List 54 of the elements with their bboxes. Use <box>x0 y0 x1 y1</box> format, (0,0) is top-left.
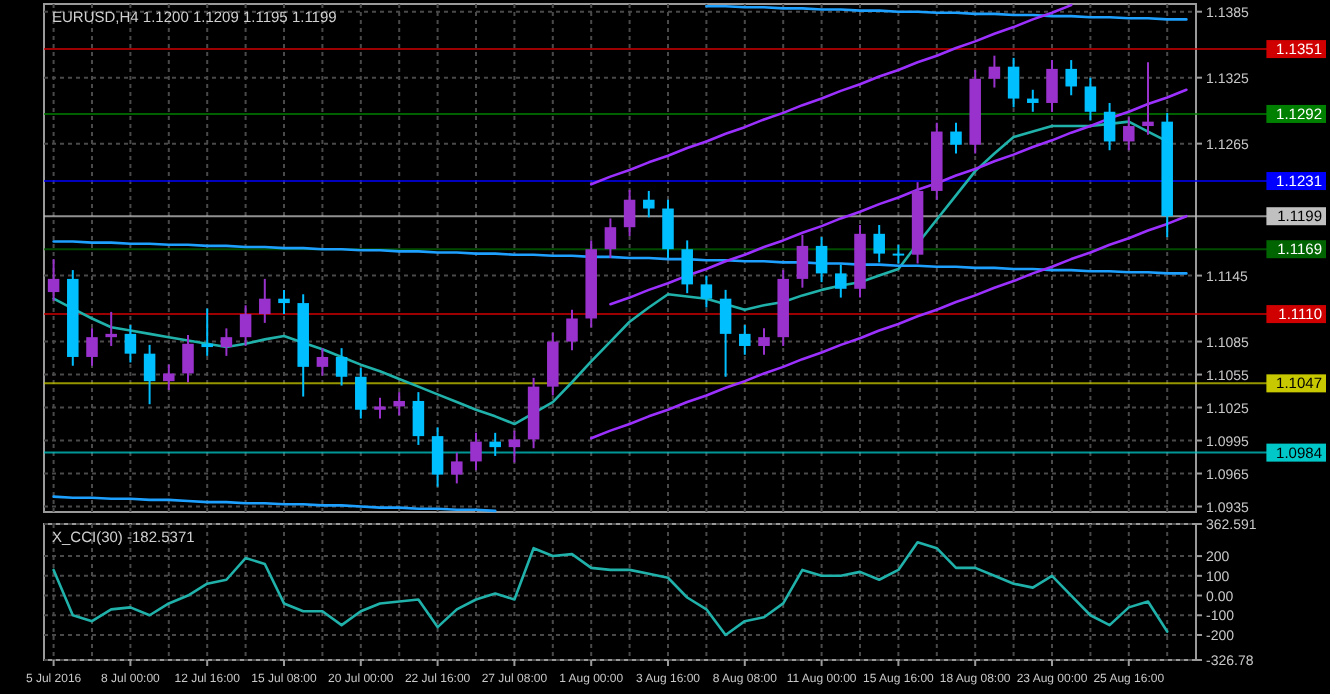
candlestick <box>988 54 1001 89</box>
candlestick <box>1123 116 1135 152</box>
candlestick <box>451 451 463 485</box>
candlestick <box>124 324 137 364</box>
candlestick <box>1084 76 1097 122</box>
line-series <box>52 495 497 513</box>
candlestick <box>143 343 156 406</box>
line-series <box>589 3 1073 186</box>
candlestick <box>566 308 578 352</box>
candlestick <box>739 324 751 356</box>
candlestick <box>1142 61 1154 136</box>
candlestick <box>604 217 617 259</box>
candlestick <box>623 188 636 238</box>
candlestick <box>355 366 367 420</box>
candlestick <box>220 327 233 357</box>
candlestick <box>239 304 252 347</box>
candlestick <box>1103 101 1116 152</box>
candlestick <box>470 431 482 472</box>
candlestick <box>86 327 98 367</box>
candlestick <box>163 363 175 391</box>
candlestick <box>758 327 770 356</box>
candlestick <box>873 224 885 264</box>
candlestick <box>892 243 905 265</box>
candlestick <box>815 236 828 284</box>
candlestick <box>1027 88 1039 113</box>
line-series <box>705 4 1188 21</box>
candlestick <box>1065 59 1077 97</box>
candlestick <box>719 288 732 378</box>
candlestick <box>431 426 444 488</box>
candlestick <box>278 288 290 316</box>
line-series <box>609 88 1188 306</box>
candlestick <box>374 396 386 420</box>
candlestick <box>700 274 713 309</box>
candlestick <box>508 429 521 464</box>
candlestick <box>259 277 271 324</box>
candlestick <box>547 331 559 397</box>
candlestick <box>182 333 194 384</box>
candlestick <box>489 431 501 457</box>
candlestick <box>796 233 809 289</box>
candlestick <box>662 198 674 259</box>
candlestick <box>316 347 329 377</box>
line-series <box>589 214 1188 440</box>
candlestick <box>201 307 213 357</box>
candlestick <box>335 347 348 387</box>
candlestick <box>393 391 405 417</box>
candlestick <box>950 121 962 155</box>
candlestick <box>835 263 847 299</box>
candlestick <box>412 391 425 446</box>
candlestick <box>643 189 655 219</box>
candlestick <box>1007 56 1020 109</box>
candlestick <box>105 310 117 347</box>
candlestick <box>47 258 60 302</box>
candlestick <box>681 239 693 295</box>
candlestick <box>1046 59 1058 113</box>
